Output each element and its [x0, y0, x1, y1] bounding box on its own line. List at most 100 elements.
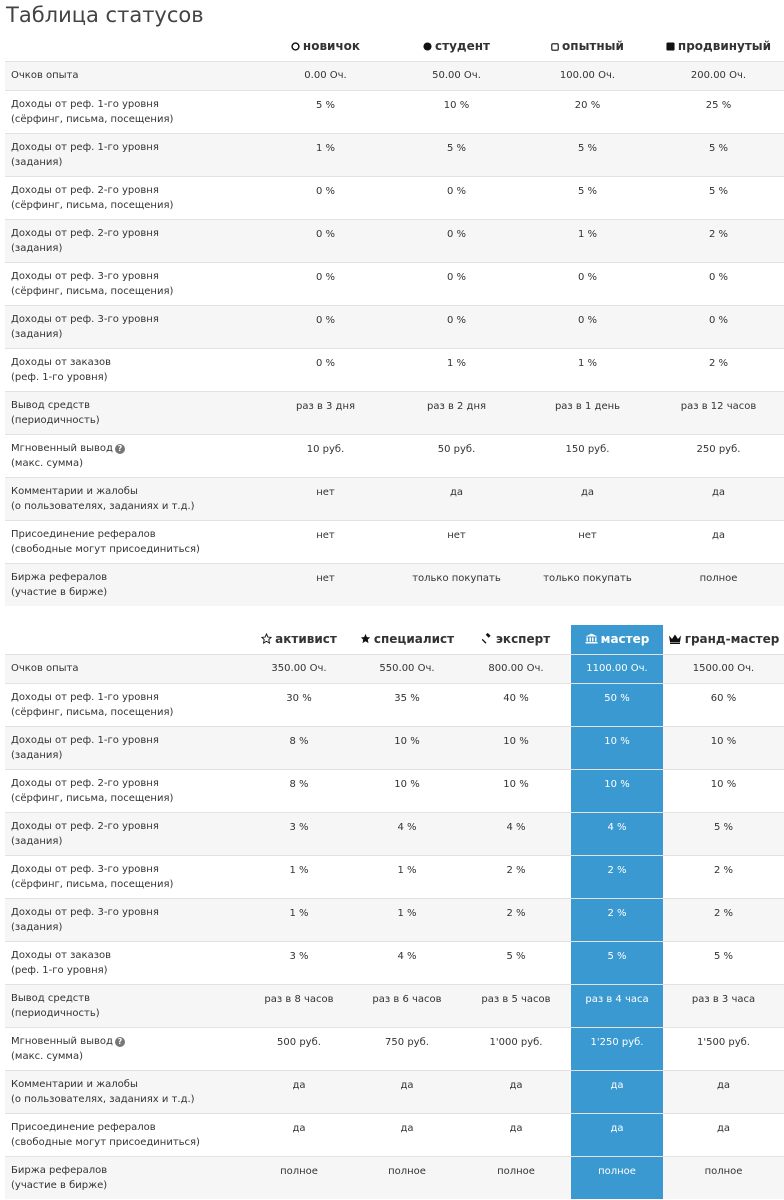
table-row: Вывод средств (периодичность) раз в 8 часо… — [5, 984, 784, 1027]
cell-value: 0 % — [708, 271, 729, 283]
cell-value: 1 % — [315, 142, 336, 154]
row-label-main: Вывод средств — [11, 399, 90, 411]
table-row: Мгновенный вывод? (макс. сумма) 10 руб. 50 … — [5, 434, 784, 477]
cell-value: да — [716, 1122, 731, 1134]
cell-value: раз в 3 дня — [295, 400, 356, 412]
status-table-advanced: активист специалист эксперт мастер гранд-мас… — [5, 625, 784, 1199]
cell-value: 1'500 руб. — [697, 1036, 750, 1048]
cell-value: 10 % — [443, 99, 470, 111]
cell-value: 1 % — [577, 357, 598, 369]
cell-value: 0.00 Оч. — [304, 70, 347, 81]
cell-value: 40 % — [503, 692, 529, 704]
cell-value: 2 % — [708, 228, 729, 240]
row-label-main: Биржа рефералов — [11, 571, 108, 583]
cell-value: 0 % — [315, 228, 336, 240]
row-label-main: Доходы от реф. 1-го уровня — [11, 98, 159, 110]
cell-value: полное — [388, 1165, 426, 1177]
row-label: Доходы от заказов (реф. 1-го уровня) — [5, 941, 245, 984]
table-row: Доходы от заказов (реф. 1-го уровня) 0 % 1 … — [5, 348, 784, 391]
cell-value: 5 % — [571, 941, 663, 984]
cell-value: 0 % — [315, 357, 336, 369]
status-name: эксперт — [495, 631, 551, 646]
cell-value: 1 % — [397, 907, 417, 919]
cell-value: да — [292, 1122, 306, 1134]
cell-value: полное — [497, 1165, 535, 1177]
cell-value: да — [580, 486, 595, 498]
row-label-main: Мгновенный вывод — [11, 1035, 113, 1047]
cell-value: 5 % — [713, 950, 734, 962]
row-label-sub: (сёрфинг, письма, посещения) — [11, 113, 174, 125]
cell-value: 5 % — [713, 821, 734, 833]
cell-value: 500 руб. — [277, 1036, 321, 1048]
cell-value: 2 % — [571, 855, 663, 898]
row-label-main: Очков опыта — [11, 663, 79, 674]
help-icon[interactable]: ? — [114, 443, 125, 454]
cell-value: полное — [280, 1165, 318, 1177]
row-label-main: Доходы от реф. 2-го уровня — [11, 777, 159, 789]
cell-value: 1100.00 Оч. — [571, 654, 663, 683]
row-label-main: Доходы от реф. 3-го уровня — [11, 313, 159, 325]
cell-value: 10 руб. — [306, 443, 345, 455]
cell-value: 5 % — [577, 185, 598, 197]
row-label: Доходы от реф. 3-го уровня (сёрфинг, пись… — [5, 855, 245, 898]
table-row: Биржа рефералов (участие в бирже) полное по… — [5, 1156, 784, 1199]
row-label-main: Доходы от реф. 1-го уровня — [11, 691, 159, 703]
cell-value: 0 % — [446, 314, 467, 326]
row-label: Доходы от заказов (реф. 1-го уровня) — [5, 348, 260, 391]
cell-value: 3 % — [289, 950, 309, 962]
row-label-sub: (о пользователях, заданиях и т.д.) — [11, 1093, 195, 1105]
page-title: Таблица статусов — [6, 3, 204, 27]
status-name: студент — [435, 38, 490, 53]
row-label: Доходы от реф. 1-го уровня (сёрфинг, пись… — [5, 683, 245, 726]
table-row: Доходы от реф. 3-го уровня (задания) 1 % 1 … — [5, 898, 784, 941]
status-header-2: эксперт — [461, 625, 571, 655]
row-label-sub: (свободные могут присоединиться) — [11, 543, 200, 555]
row-label-sub: (задания) — [11, 835, 63, 847]
cell-value: да — [449, 486, 464, 498]
circle-outline-icon — [291, 40, 300, 54]
row-label: Доходы от реф. 1-го уровня (сёрфинг, пись… — [5, 90, 260, 133]
cell-value: 5 % — [708, 185, 729, 197]
cell-value: 5 % — [315, 99, 336, 111]
cell-value: 20 % — [574, 99, 601, 111]
row-label-main: Комментарии и жалобы — [11, 485, 138, 497]
table-row: Доходы от реф. 3-го уровня (задания) 0 % 0 … — [5, 305, 784, 348]
cell-value: 50.00 Оч. — [432, 70, 481, 81]
row-label-main: Биржа рефералов — [11, 1164, 108, 1176]
help-icon[interactable]: ? — [114, 1036, 125, 1047]
row-label: Доходы от реф. 2-го уровня (сёрфинг, пись… — [5, 176, 260, 219]
cell-value: 10 % — [710, 735, 737, 747]
cell-value: 0 % — [446, 185, 467, 197]
cell-value: только покупать — [543, 572, 632, 584]
status-name: опытный — [562, 38, 624, 53]
cell-value: 10 % — [394, 735, 420, 747]
status-header-0: новичок — [260, 32, 391, 62]
row-label-main: Очков опыта — [11, 70, 79, 81]
cell-value: 0 % — [577, 271, 598, 283]
cell-value: раз в 3 часа — [691, 993, 756, 1005]
row-label-sub: (участие в бирже) — [11, 586, 108, 598]
cell-value: 5 % — [577, 142, 598, 154]
gavel-icon — [481, 632, 493, 647]
cell-value: да — [711, 486, 726, 498]
cell-value: да — [716, 1079, 731, 1091]
row-label: Доходы от реф. 1-го уровня (задания) — [5, 726, 245, 769]
row-label-sub: (задания) — [11, 921, 63, 933]
cell-value: 4 % — [397, 821, 417, 833]
bank-icon — [585, 633, 598, 647]
status-header-1: студент — [391, 32, 522, 62]
table-row: Доходы от заказов (реф. 1-го уровня) 3 % 4 … — [5, 941, 784, 984]
star-filled-icon — [360, 633, 371, 647]
table-header-row: новичок студент опытный продвинутый — [5, 32, 784, 62]
crown-icon — [668, 633, 682, 647]
row-label: Вывод средств (периодичность) — [5, 391, 260, 434]
row-label: Доходы от реф. 2-го уровня (задания) — [5, 219, 260, 262]
status-header-2: опытный — [522, 32, 653, 62]
square-filled-icon — [666, 40, 675, 54]
cell-value: нет — [578, 529, 597, 541]
cell-value: да — [292, 1079, 306, 1091]
cell-value: нет — [316, 572, 335, 584]
row-label-sub: (свободные могут присоединиться) — [11, 1136, 200, 1148]
cell-value: раз в 2 дня — [426, 400, 487, 412]
table-row: Доходы от реф. 1-го уровня (сёрфинг, пись… — [5, 90, 784, 133]
